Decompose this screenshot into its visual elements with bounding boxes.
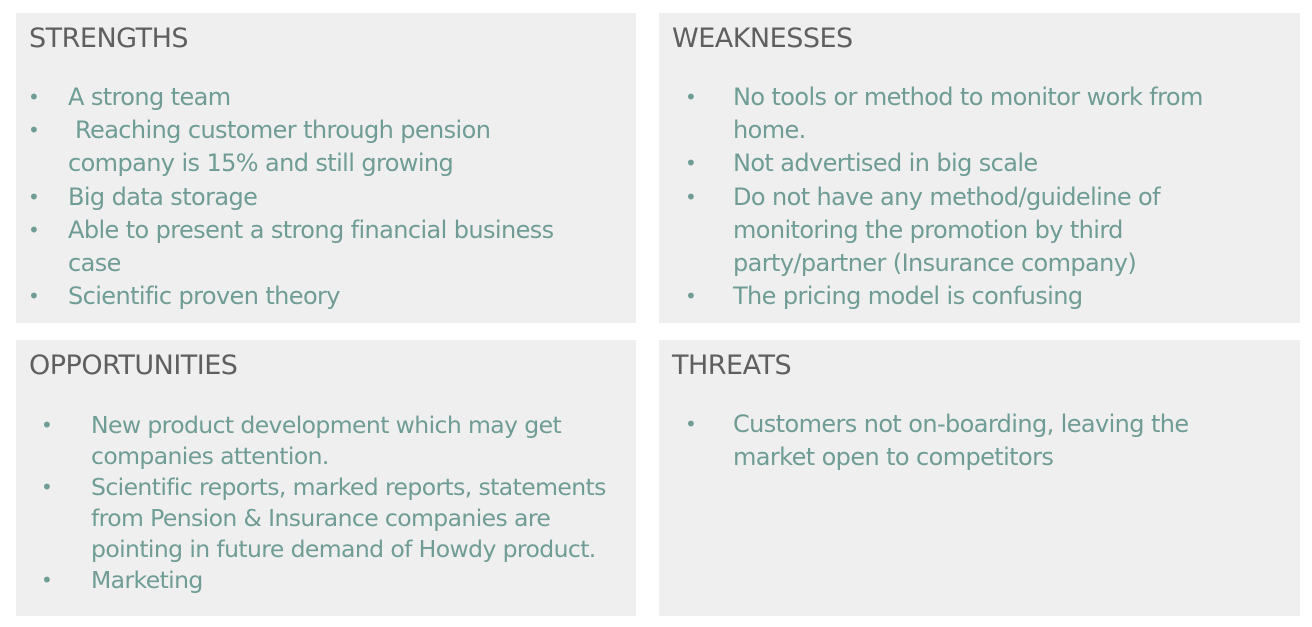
bullet-icon: • xyxy=(28,284,40,309)
list-item-text: Reaching customer through pension compan… xyxy=(68,116,498,178)
bullet-icon: • xyxy=(28,184,40,209)
weaknesses-title: WEAKNESSES xyxy=(672,23,853,54)
list-item: • Scientific reports, marked reports, sta… xyxy=(41,472,631,565)
list-item-text: New product development which may get co… xyxy=(91,411,562,470)
list-item-text: Big data storage xyxy=(68,182,258,211)
opportunities-list: • New product development which may get c… xyxy=(41,410,631,596)
list-item: • A strong team xyxy=(28,81,628,114)
list-item: • Big data storage xyxy=(28,181,628,214)
list-item-text: Scientific proven theory xyxy=(68,282,341,311)
strengths-panel: STRENGTHS • A strong team • Reaching cust… xyxy=(16,13,636,323)
list-item-text: Not advertised in big scale xyxy=(733,149,1038,178)
weaknesses-panel: WEAKNESSES • No tools or method to monito… xyxy=(659,13,1300,323)
opportunities-title: OPPORTUNITIES xyxy=(29,350,238,381)
bullet-icon: • xyxy=(28,217,40,242)
list-item-text: Marketing xyxy=(91,566,203,594)
strengths-list: • A strong team • Reaching customer throu… xyxy=(28,81,628,313)
bullet-icon: • xyxy=(685,412,697,436)
bullet-icon: • xyxy=(41,413,53,437)
list-item-text: Scientific reports, marked reports, stat… xyxy=(91,473,606,563)
list-item: • No tools or method to monitor work from… xyxy=(685,81,1293,147)
list-item-text: Able to present a strong financial busin… xyxy=(68,215,554,278)
bullet-icon: • xyxy=(28,118,40,143)
bullet-icon: • xyxy=(685,284,697,309)
list-item-text: Customers not on-boarding, leaving the m… xyxy=(733,410,1189,472)
list-item: • Reaching customer through pension comp… xyxy=(28,114,628,180)
strengths-title: STRENGTHS xyxy=(29,23,189,54)
threats-title: THREATS xyxy=(672,350,792,381)
list-item: • New product development which may get c… xyxy=(41,410,631,472)
threats-panel: THREATS • Customers not on-boarding, leav… xyxy=(659,340,1300,616)
list-item: • Scientific proven theory xyxy=(28,280,628,313)
list-item: • Do not have any method/guideline of mon… xyxy=(685,181,1293,281)
list-item-text: No tools or method to monitor work from … xyxy=(733,83,1203,145)
bullet-icon: • xyxy=(685,184,697,209)
list-item: • Marketing xyxy=(41,565,631,596)
list-item-text: Do not have any method/guideline of moni… xyxy=(733,182,1161,278)
threats-list: • Customers not on-boarding, leaving the … xyxy=(685,408,1293,474)
list-item: • Able to present a strong financial busi… xyxy=(28,214,628,280)
bullet-icon: • xyxy=(41,475,53,499)
bullet-icon: • xyxy=(685,85,697,109)
bullet-icon: • xyxy=(685,151,697,176)
weaknesses-list: • No tools or method to monitor work from… xyxy=(685,81,1293,313)
bullet-icon: • xyxy=(28,85,40,109)
bullet-icon: • xyxy=(41,568,53,592)
list-item: • Not advertised in big scale xyxy=(685,147,1293,180)
list-item: • Customers not on-boarding, leaving the … xyxy=(685,408,1293,474)
list-item-text: A strong team xyxy=(68,83,231,111)
list-item: • The pricing model is confusing xyxy=(685,280,1293,313)
opportunities-panel: OPPORTUNITIES • New product development w… xyxy=(16,340,636,616)
list-item-text: The pricing model is confusing xyxy=(733,282,1083,311)
